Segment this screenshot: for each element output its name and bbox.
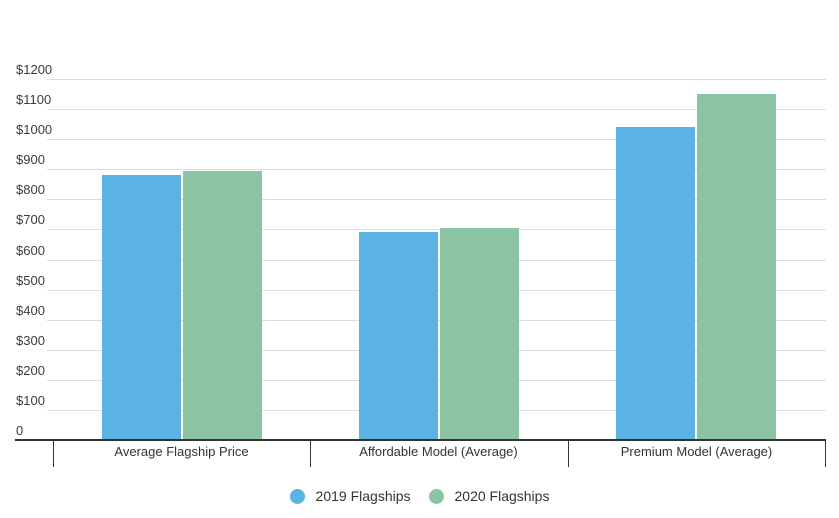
x-axis-category-label: Average Flagship Price	[114, 444, 249, 459]
x-axis-tick	[53, 440, 54, 467]
y-axis-tick-label: 0	[16, 423, 24, 438]
legend-swatch-icon	[289, 488, 305, 504]
y-axis-tick-label: $600	[16, 243, 45, 258]
chart-legend: 2019 Flagships 2020 Flagships	[0, 487, 839, 505]
bar-2020-flagships[interactable]	[440, 228, 519, 440]
y-axis-tick-label: $800	[16, 182, 45, 197]
x-axis-line	[15, 439, 826, 441]
legend-swatch-icon	[428, 488, 444, 504]
y-axis-tick-label: $500	[16, 273, 45, 288]
bar-2019-flagships[interactable]	[616, 127, 695, 440]
x-axis-category-label: Affordable Model (Average)	[359, 444, 518, 459]
legend-item-2020-flagships: 2020 Flagships	[428, 487, 550, 505]
legend-item-2019-flagships: 2019 Flagships	[289, 487, 411, 505]
y-axis-tick-label: $400	[16, 303, 45, 318]
gridline	[47, 229, 826, 230]
gridline	[47, 199, 826, 200]
y-axis-tick-label: $1200	[16, 62, 53, 77]
gridline	[47, 139, 826, 140]
x-axis-tick	[825, 440, 826, 467]
y-axis-tick-label: $1100	[16, 92, 52, 107]
bar-2019-flagships[interactable]	[102, 175, 181, 440]
bar-2020-flagships[interactable]	[183, 171, 262, 440]
x-axis-tick	[568, 440, 569, 467]
y-axis-tick-label: $200	[16, 363, 45, 378]
bar-2020-flagships[interactable]	[697, 94, 776, 440]
gridline	[47, 79, 826, 80]
x-axis-tick	[310, 440, 311, 467]
y-axis-tick-label: $900	[16, 152, 45, 167]
legend-label-2020: 2020 Flagships	[454, 488, 550, 504]
gridline	[47, 109, 826, 110]
x-axis-category-label: Premium Model (Average)	[620, 444, 773, 459]
y-axis-tick-label: $700	[16, 212, 45, 227]
y-axis-tick-label: $100	[16, 393, 45, 408]
y-axis-tick-label: $1000	[16, 122, 53, 137]
gridline	[47, 169, 826, 170]
legend-label-2019: 2019 Flagships	[315, 488, 411, 504]
y-axis-tick-label: $300	[16, 333, 45, 348]
bar-2019-flagships[interactable]	[359, 232, 438, 440]
